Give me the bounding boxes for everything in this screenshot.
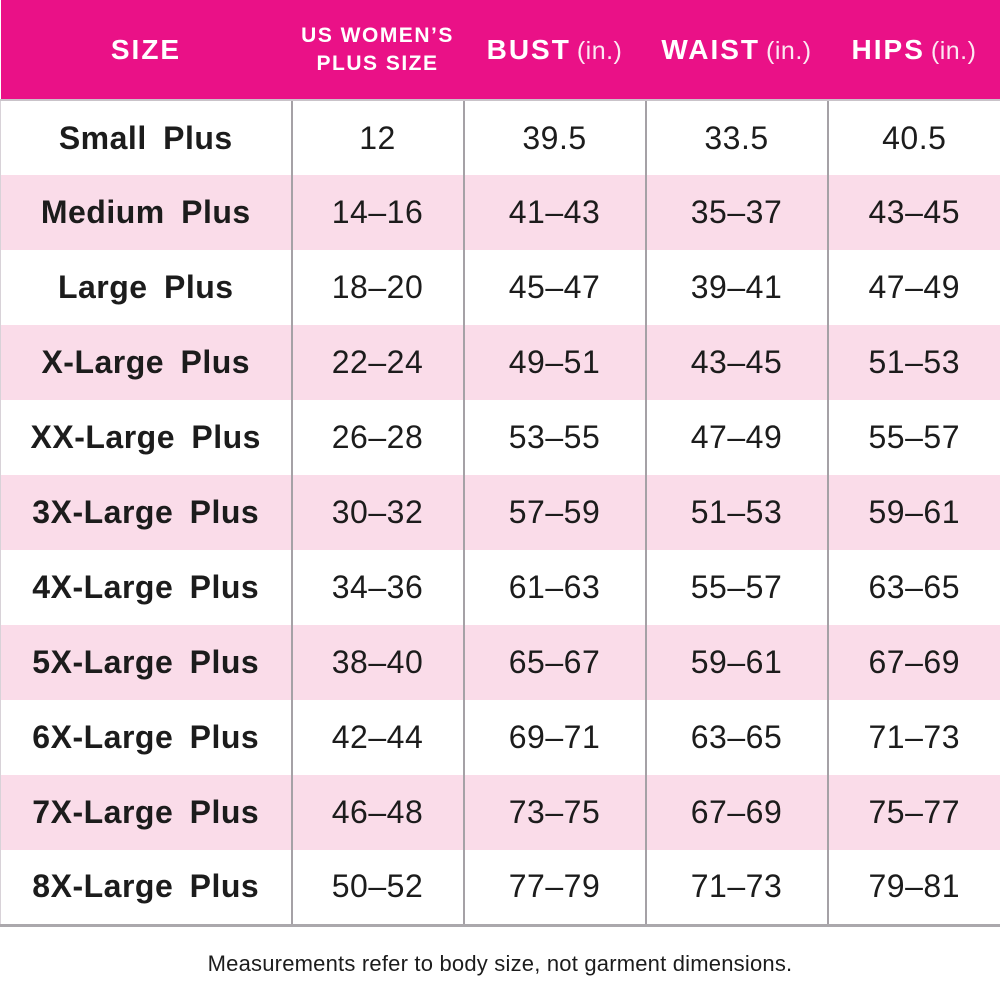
us-plus-size-cell: 50–52 — [290, 850, 464, 927]
us-plus-size-cell: 42–44 — [290, 700, 464, 775]
col-header-us-plus-size: US WOMEN’S PLUS SIZE — [291, 0, 464, 100]
bust-cell: 73–75 — [462, 775, 646, 850]
waist-cell: 63–65 — [644, 700, 828, 775]
hips-cell: 55–57 — [826, 400, 1000, 475]
footnote-area: Measurements refer to body size, not gar… — [0, 927, 1000, 1000]
waist-cell: 35–37 — [644, 175, 828, 250]
us-plus-size-cell: 14–16 — [290, 175, 464, 250]
table-row: 4X-Large Plus 34–36 61–63 55–57 63–65 — [0, 550, 1000, 625]
bust-cell: 49–51 — [462, 325, 646, 400]
bust-cell: 53–55 — [462, 400, 646, 475]
table-row: XX-Large Plus 26–28 53–55 47–49 55–57 — [0, 400, 1000, 475]
table-row: 7X-Large Plus 46–48 73–75 67–69 75–77 — [0, 775, 1000, 850]
bust-cell: 69–71 — [462, 700, 646, 775]
col-header-bust-label: BUST — [486, 33, 571, 65]
size-cell: 3X-Large Plus — [0, 475, 292, 550]
col-header-hips: HIPS (in.) — [827, 0, 1000, 100]
table-row: Large Plus 18–20 45–47 39–41 47–49 — [0, 250, 1000, 325]
hips-cell: 40.5 — [826, 99, 1000, 175]
us-plus-size-cell: 34–36 — [290, 550, 464, 625]
waist-cell: 55–57 — [644, 550, 828, 625]
col-header-bust-unit: (in.) — [576, 36, 623, 65]
us-plus-size-cell: 30–32 — [290, 475, 464, 550]
hips-cell: 63–65 — [826, 550, 1000, 625]
size-cell: X-Large Plus — [0, 325, 292, 400]
us-plus-size-cell: 46–48 — [290, 775, 464, 850]
col-header-waist-label: WAIST — [661, 33, 761, 65]
waist-cell: 59–61 — [644, 625, 828, 700]
size-cell: Small Plus — [0, 99, 292, 175]
hips-cell: 67–69 — [826, 625, 1000, 700]
col-header-hips-label: HIPS — [851, 33, 925, 65]
table-row: 3X-Large Plus 30–32 57–59 51–53 59–61 — [0, 475, 1000, 550]
table-row: 8X-Large Plus 50–52 77–79 71–73 79–81 — [0, 850, 1000, 927]
bust-cell: 57–59 — [462, 475, 646, 550]
header-row: SIZE US WOMEN’S PLUS SIZE BUST (in.) WAIS… — [0, 0, 1000, 100]
col-header-size: SIZE — [0, 0, 292, 100]
footnote: Measurements refer to body size, not gar… — [207, 951, 793, 976]
bust-cell: 65–67 — [462, 625, 646, 700]
size-cell: XX-Large Plus — [0, 400, 292, 475]
waist-cell: 33.5 — [644, 99, 828, 175]
size-cell: 8X-Large Plus — [0, 850, 292, 927]
waist-cell: 71–73 — [644, 850, 828, 927]
waist-cell: 39–41 — [644, 250, 828, 325]
waist-cell: 51–53 — [644, 475, 828, 550]
size-cell: 5X-Large Plus — [0, 625, 292, 700]
hips-cell: 47–49 — [826, 250, 1000, 325]
hips-cell: 59–61 — [826, 475, 1000, 550]
size-cell: Medium Plus — [0, 175, 292, 250]
size-cell: 6X-Large Plus — [0, 700, 292, 775]
table-row: 6X-Large Plus 42–44 69–71 63–65 71–73 — [0, 700, 1000, 775]
hips-cell: 71–73 — [826, 700, 1000, 775]
bust-cell: 45–47 — [462, 250, 646, 325]
us-plus-size-cell: 38–40 — [290, 625, 464, 700]
col-header-waist-unit: (in.) — [766, 36, 812, 65]
col-header-size-label: SIZE — [110, 33, 182, 65]
col-header-us-plus-size-line1: US WOMEN’S — [301, 23, 454, 47]
table-row: X-Large Plus 22–24 49–51 43–45 51–53 — [0, 325, 1000, 400]
size-cell: 7X-Large Plus — [0, 775, 292, 850]
table-row: Medium Plus 14–16 41–43 35–37 43–45 — [0, 175, 1000, 250]
waist-cell: 67–69 — [644, 775, 828, 850]
col-header-bust: BUST (in.) — [463, 0, 646, 100]
hips-cell: 51–53 — [826, 325, 1000, 400]
waist-cell: 47–49 — [644, 400, 828, 475]
hips-cell: 79–81 — [826, 850, 1000, 927]
us-plus-size-cell: 22–24 — [290, 325, 464, 400]
size-cell: Large Plus — [0, 250, 292, 325]
col-header-hips-unit: (in.) — [930, 36, 977, 65]
size-chart-table: SIZE US WOMEN’S PLUS SIZE BUST (in.) WAIS… — [0, 0, 1000, 927]
us-plus-size-cell: 18–20 — [290, 250, 464, 325]
bust-cell: 41–43 — [462, 175, 646, 250]
bust-cell: 61–63 — [462, 550, 646, 625]
col-header-waist: WAIST (in.) — [645, 0, 828, 100]
hips-cell: 43–45 — [826, 175, 1000, 250]
hips-cell: 75–77 — [826, 775, 1000, 850]
size-cell: 4X-Large Plus — [0, 550, 292, 625]
col-header-us-plus-size-line2: PLUS SIZE — [316, 51, 439, 75]
bust-cell: 39.5 — [462, 99, 646, 175]
table-row: Small Plus 12 39.5 33.5 40.5 — [0, 99, 1000, 175]
bust-cell: 77–79 — [462, 850, 646, 927]
us-plus-size-cell: 26–28 — [290, 400, 464, 475]
us-plus-size-cell: 12 — [290, 99, 464, 175]
table-row: 5X-Large Plus 38–40 65–67 59–61 67–69 — [0, 625, 1000, 700]
waist-cell: 43–45 — [644, 325, 828, 400]
